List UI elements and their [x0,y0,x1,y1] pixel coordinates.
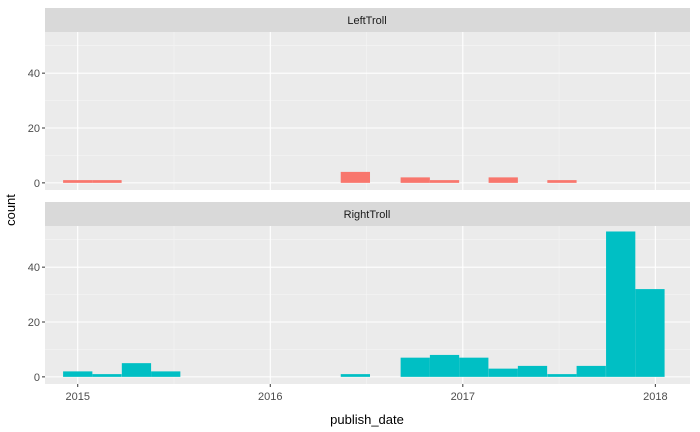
gridlines-righttroll [45,226,690,384]
histogram-bar [547,180,577,183]
y-tick-label: 0 [34,372,40,384]
histogram-bar [63,180,93,183]
bars-righttroll [63,231,665,377]
y-tick-label: 20 [28,317,40,329]
x-tick-label: 2016 [258,391,282,403]
histogram-bar [429,354,460,377]
histogram-bar [459,357,489,377]
bars-lefttroll [63,171,577,183]
panel-background-lefttroll [45,32,690,190]
panel-righttroll: RightTroll [45,202,690,384]
y-axis-title: count [3,194,18,226]
y-tick-label: 20 [28,123,40,135]
strip-label-lefttroll: LeftTroll [347,15,386,27]
histogram-bar [517,365,548,377]
y-tick-label: 40 [28,262,40,274]
histogram-bar [488,177,518,183]
histogram-bar [121,363,152,377]
y-axis-ticks: 0 20 40 0 20 40 [28,68,45,384]
histogram-bar [635,289,665,377]
strip-label-righttroll: RightTroll [344,209,391,221]
histogram-bar [340,171,371,183]
histogram-bar [429,180,460,183]
histogram-bar [606,231,636,377]
strip-lefttroll [45,8,690,32]
x-tick-label: 2017 [451,391,475,403]
gridlines-lefttroll [45,32,690,190]
histogram-bar [92,180,122,183]
histogram-bar [547,374,577,377]
y-tick-label: 40 [28,68,40,80]
x-axis-title: publish_date [330,412,404,427]
histogram-bar [576,365,606,377]
histogram-bar [151,371,181,377]
histogram-bar [63,371,93,377]
histogram-bar [400,357,430,377]
histogram-bar [92,374,122,377]
histogram-bar [400,177,430,183]
strip-righttroll [45,202,690,226]
panel-background-righttroll [45,226,690,384]
y-tick-label: 0 [34,178,40,190]
x-axis-ticks: 2015 2016 2017 2018 [65,384,668,403]
x-tick-label: 2018 [643,391,667,403]
panel-lefttroll: LeftTroll [45,8,690,190]
x-tick-label: 2015 [65,391,89,403]
histogram-bar [488,368,518,377]
histogram-bar [340,374,371,377]
